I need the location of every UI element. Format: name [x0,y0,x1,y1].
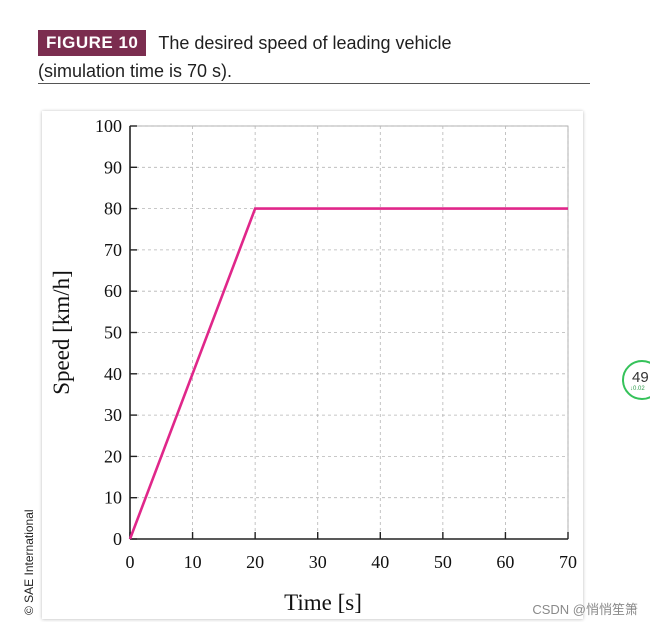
y-tick-label: 50 [104,323,122,343]
y-axis-label: Speed [km/h] [49,270,74,395]
figure-caption: FIGURE 10 The desired speed of leading v… [38,30,590,82]
y-tick-label: 20 [104,446,122,466]
copyright-notice: © SAE International [22,509,36,615]
caption-text: The desired speed of leading vehicle [158,33,452,53]
figure-label-badge: FIGURE 10 [38,30,147,56]
caption-line-1: FIGURE 10 The desired speed of leading v… [38,30,590,56]
speed-series-line [128,207,568,540]
x-tick-label: 0 [126,552,135,572]
y-tick-label: 100 [95,116,122,136]
x-tick-label: 70 [559,552,577,572]
x-axis-label: Time [s] [284,590,362,615]
chart-container: 0 10 20 30 40 50 60 70 80 90 100 0 10 20 30 40 50 60 70 Tim… [42,111,583,619]
x-tick-label: 30 [309,552,327,572]
y-tick-label: 80 [104,199,122,219]
x-tick-label: 40 [371,552,389,572]
score-widget[interactable]: 49 ↓0.02 [622,360,650,400]
y-tick-label: 70 [104,240,122,260]
y-tick-label: 0 [113,529,122,549]
x-tick-label: 20 [246,552,264,572]
score-value: 49 [632,369,649,386]
caption-divider [38,83,590,84]
watermark: CSDN @悄悄笙箫 [532,602,638,617]
score-delta: ↓0.02 [630,386,645,392]
y-tick-label: 40 [104,364,122,384]
x-tick-label: 60 [496,552,514,572]
y-tick-label: 10 [104,488,122,508]
caption-text-continued: (simulation time is 70 s). [38,61,233,81]
y-tick-label: 90 [104,157,122,177]
y-tick-label: 60 [104,281,122,301]
x-tick-label: 10 [184,552,202,572]
y-tick-label: 30 [104,405,122,425]
speed-time-chart: 0 10 20 30 40 50 60 70 80 90 100 0 10 20 30 40 50 60 70 Tim… [49,116,577,615]
x-tick-label: 50 [434,552,452,572]
